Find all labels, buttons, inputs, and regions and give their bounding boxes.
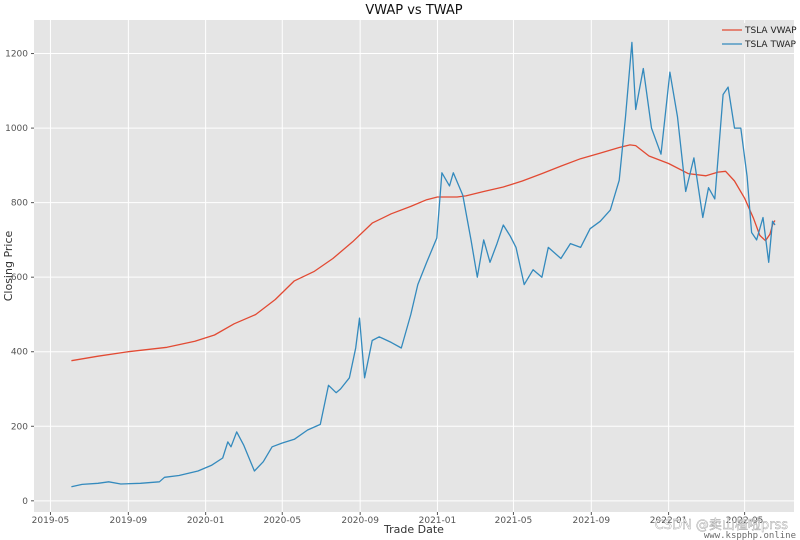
series-line-tsla-twap <box>71 41 776 488</box>
y-tick-label: 1200 <box>5 50 28 60</box>
legend-box <box>718 23 792 53</box>
x-tick-label: 2022-05 <box>726 516 764 526</box>
x-tick-label: 2019-05 <box>32 516 70 526</box>
legend-label-vwap: TSLA VWAP <box>744 26 797 36</box>
grid-layer <box>34 20 794 512</box>
legend: TSLA VWAP TSLA TWAP <box>718 23 797 53</box>
legend-label-twap: TSLA TWAP <box>744 40 797 50</box>
series-layer <box>71 41 776 488</box>
y-tick-label: 600 <box>11 273 28 283</box>
y-tick-label: 400 <box>11 348 28 358</box>
y-axis-ticks: 0 200 400 600 800 1000 1200 <box>5 50 34 507</box>
y-axis-label: Closing Price <box>2 231 15 302</box>
x-tick-label: 2020-05 <box>263 516 301 526</box>
y-tick-label: 0 <box>22 497 28 507</box>
x-tick-label: 2021-09 <box>573 516 611 526</box>
y-tick-label: 200 <box>11 422 28 432</box>
x-tick-label: 2020-09 <box>341 516 379 526</box>
watermark-subtext: www.kspphp.online <box>704 531 796 540</box>
series-line-tsla-vwap <box>71 144 776 362</box>
x-axis-label: Trade Date <box>383 523 444 536</box>
y-tick-label: 800 <box>11 199 28 209</box>
x-tick-label: 2022-01 <box>650 516 688 526</box>
x-tick-label: 2021-01 <box>419 516 457 526</box>
plot-area-background <box>34 20 794 512</box>
x-axis-ticks: 2019-05 2019-09 2020-01 2020-05 2020-09 2021-… <box>32 512 764 526</box>
x-tick-label: 2019-09 <box>110 516 148 526</box>
y-tick-label: 1000 <box>5 124 28 134</box>
x-tick-label: 2021-05 <box>495 516 533 526</box>
chart-title: VWAP vs TWAP <box>365 3 462 18</box>
watermark-text: CSDN @卖山楂啦prss <box>655 518 789 533</box>
x-tick-label: 2020-01 <box>187 516 225 526</box>
